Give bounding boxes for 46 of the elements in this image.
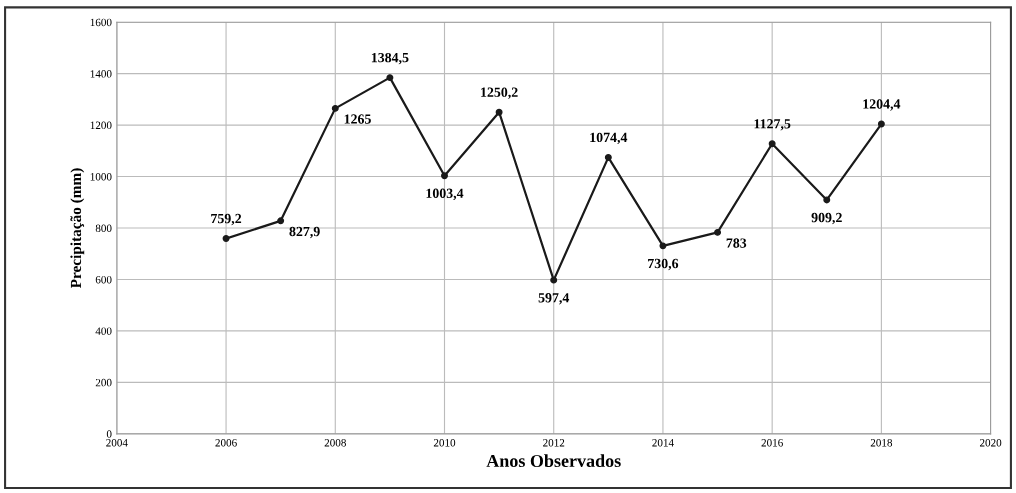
y-tick-label: 1400	[90, 70, 112, 78]
data-label: 1003,4	[426, 188, 464, 200]
data-label: 783	[726, 238, 747, 248]
point	[604, 153, 612, 161]
point	[877, 120, 885, 128]
y-tick-label: 1200	[90, 121, 112, 130]
point	[277, 217, 285, 225]
data-label: 1384,5	[371, 52, 409, 65]
point	[714, 228, 722, 236]
y-axis-title: Precipitação (mm)	[70, 168, 85, 289]
data-label: 1265	[344, 114, 371, 124]
data-label: 730,6	[648, 258, 679, 271]
x-tick-label: 2012	[543, 439, 565, 447]
y-tick-label: 600	[95, 275, 112, 284]
point	[823, 196, 831, 204]
y-tick-label: 1600	[90, 18, 112, 27]
point	[331, 104, 339, 112]
data-label: 1074,4	[590, 132, 628, 145]
data-label: 1250,2	[481, 87, 518, 99]
y-tick-label: 1000	[90, 173, 112, 181]
point	[495, 108, 503, 116]
x-tick-label: 2020	[979, 439, 1002, 447]
data-label: 909,2	[811, 212, 842, 225]
x-tick-label: 2014	[652, 439, 674, 447]
y-tick-label: 400	[95, 327, 112, 335]
data-label: 597,4	[538, 293, 570, 305]
x-tick-label: 2006	[215, 439, 237, 447]
point	[550, 276, 558, 284]
x-axis-title: Anos Observados	[486, 454, 621, 468]
y-tick-label: 0	[106, 430, 112, 438]
data-label: 827,9	[289, 226, 320, 239]
data-label: 759,2	[211, 213, 242, 226]
point	[659, 242, 667, 250]
y-tick-label: 200	[95, 378, 112, 387]
x-tick-label: 2016	[761, 439, 783, 447]
point	[768, 140, 776, 148]
data-label: 1204,4	[863, 99, 901, 111]
x-tick-label: 2010	[433, 439, 456, 447]
point	[222, 235, 230, 242]
x-tick-label: 2008	[324, 439, 346, 447]
y-tick-label: 800	[95, 224, 112, 232]
x-tick-label: 2018	[870, 439, 893, 447]
point	[386, 74, 394, 82]
x-tick-label: 2004	[106, 439, 128, 447]
data-label: 1127,5	[754, 119, 791, 131]
point	[441, 172, 448, 180]
